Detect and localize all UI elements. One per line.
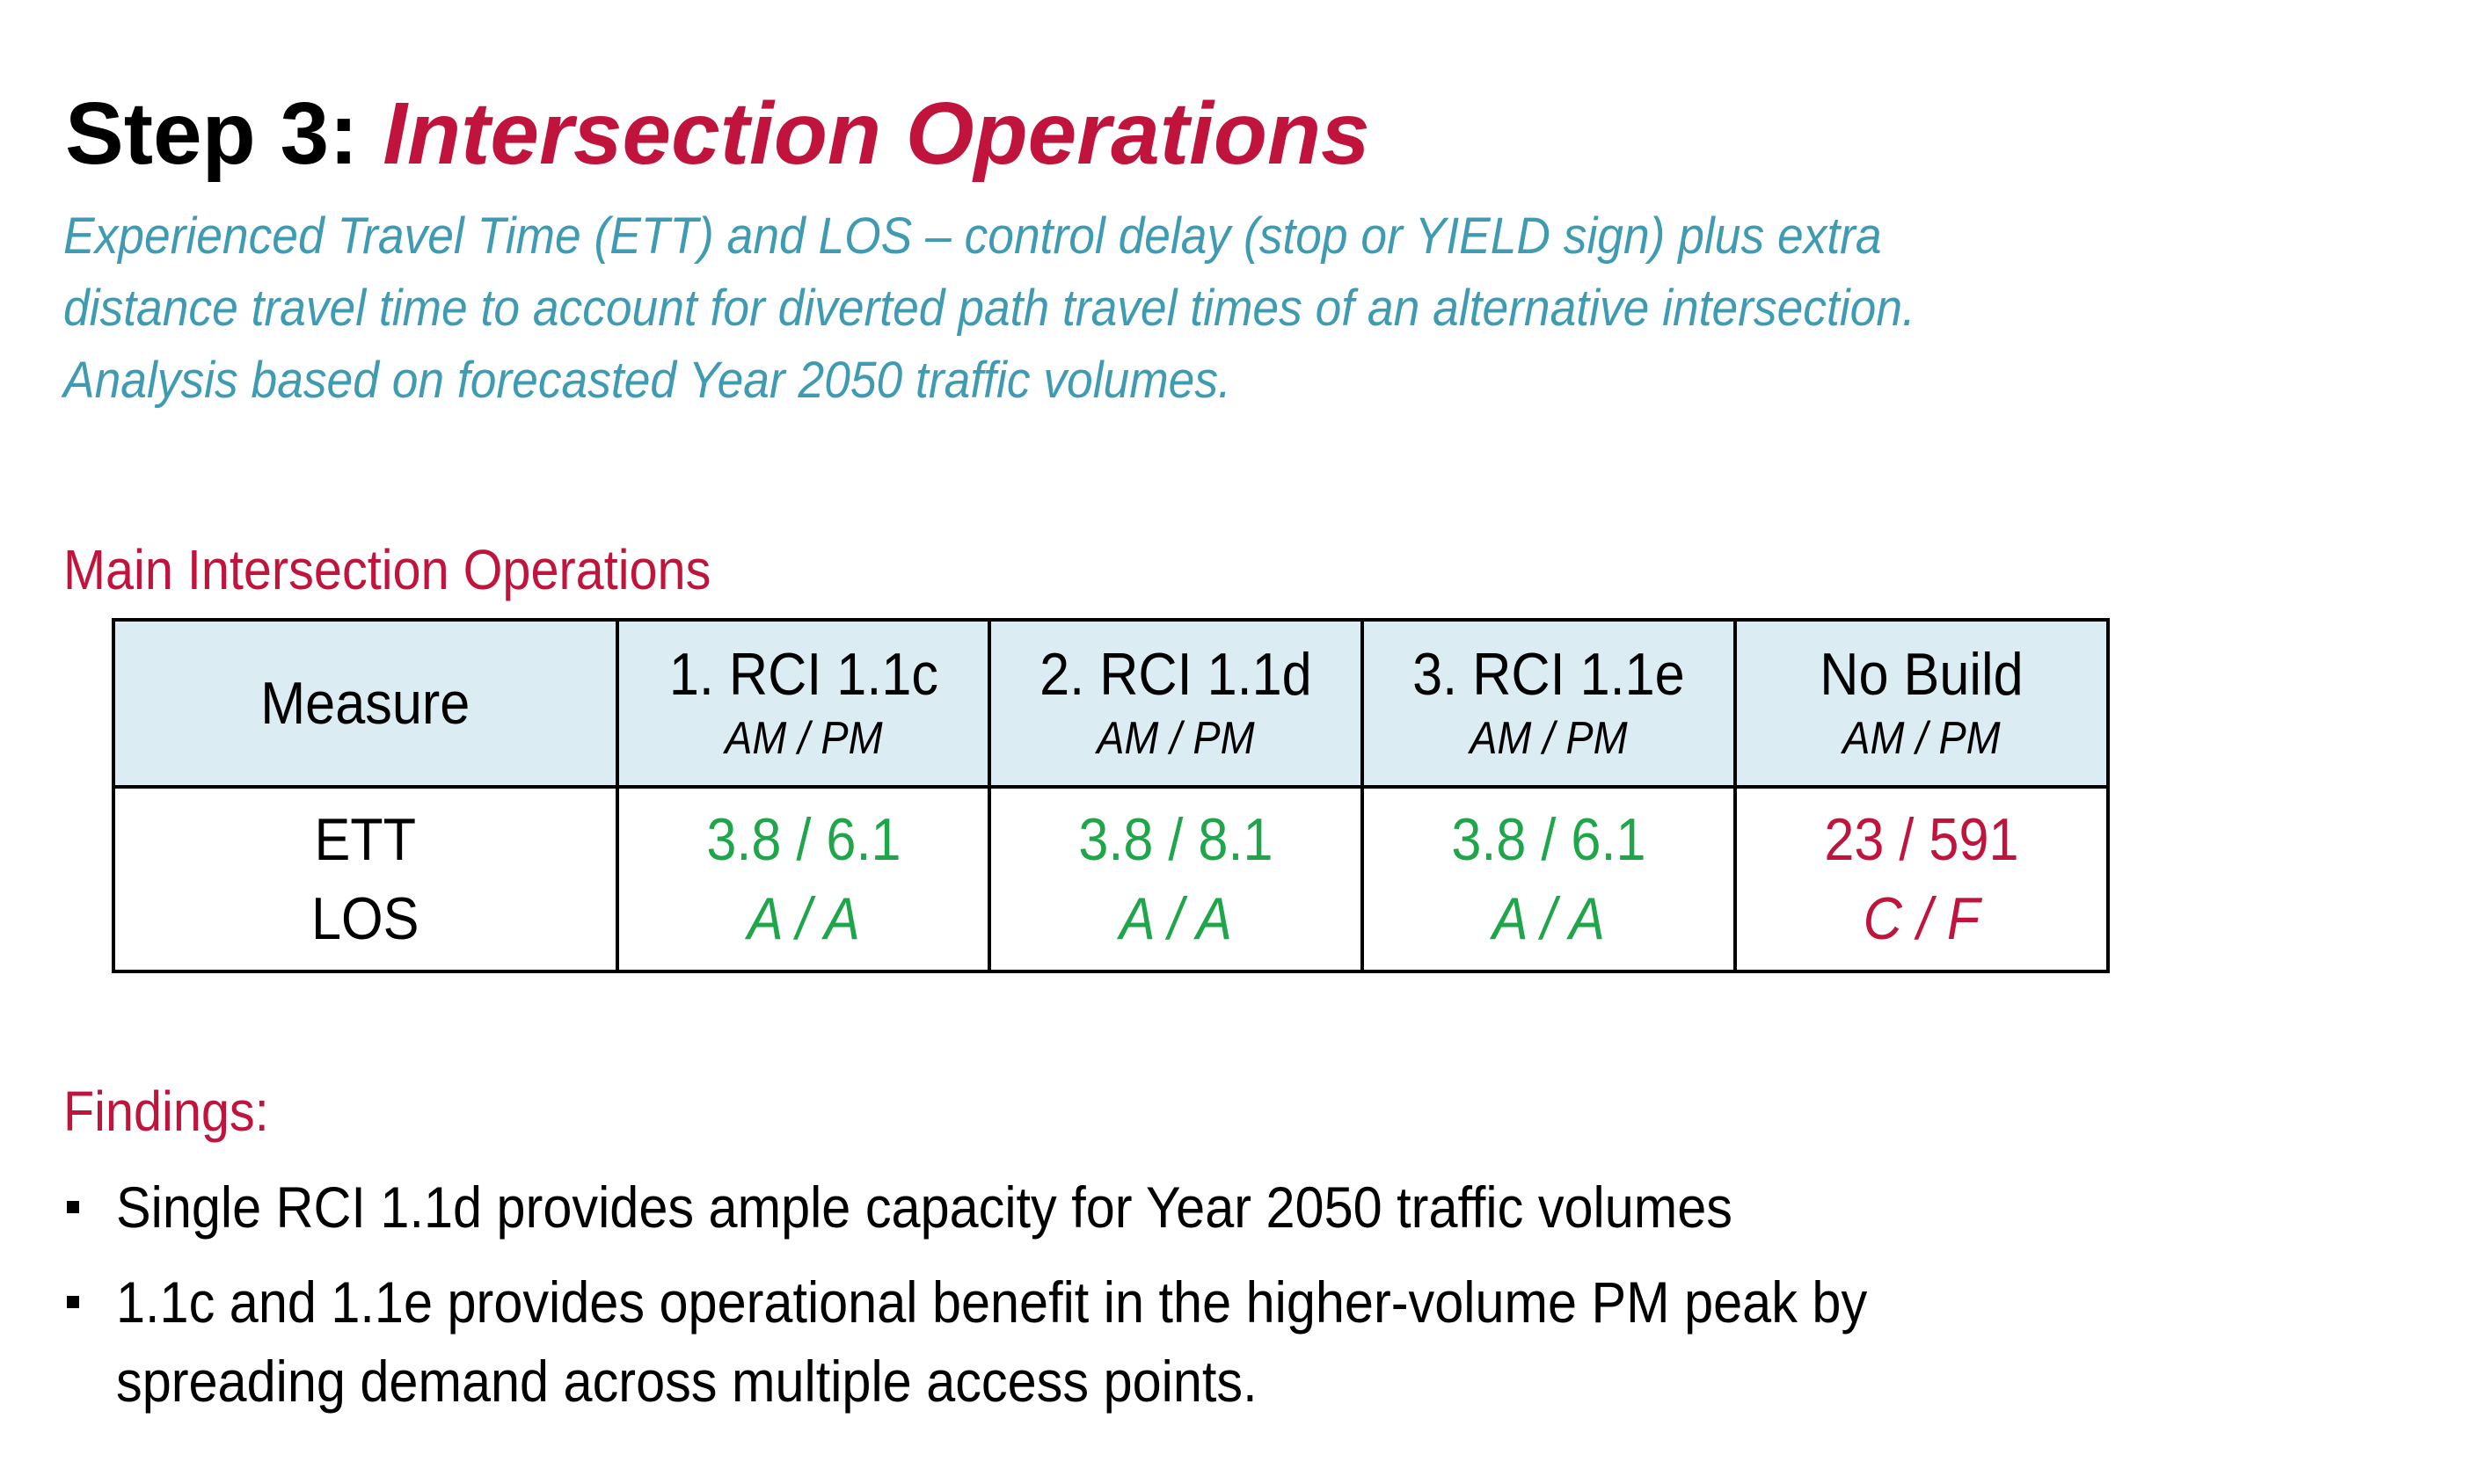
- page-title: Step 3: Intersection Operations: [65, 81, 1370, 186]
- value-cell-rci-1-1d: 3.8 / 8.1 A / A: [988, 785, 1365, 973]
- header-sublabel: AM / PM: [1470, 713, 1628, 764]
- header-rci-1-1e: 3. RCI 1.1e AM / PM: [1360, 618, 1738, 789]
- list-item: Single RCI 1.1d provides ample capacity …: [63, 1168, 2086, 1247]
- header-label: No Build: [1820, 641, 2024, 708]
- ett-value: 3.8 / 6.1: [705, 806, 901, 873]
- page-subtitle: Experienced Travel Time (ETT) and LOS – …: [63, 207, 1915, 409]
- value-cell-rci-1-1c: 3.8 / 6.1 A / A: [615, 785, 992, 973]
- header-label: 1. RCI 1.1c: [668, 641, 938, 708]
- measure-cell: ETT LOS: [112, 785, 619, 973]
- value-cell-no-build: 23 / 591 C / F: [1733, 785, 2110, 973]
- header-rci-1-1c: 1. RCI 1.1c AM / PM: [615, 618, 992, 789]
- findings-heading: Findings:: [63, 1080, 269, 1143]
- measure-los-label: LOS: [311, 885, 419, 952]
- ett-value: 23 / 591: [1824, 806, 2019, 873]
- bullet-icon: [67, 1296, 79, 1308]
- los-value: A / A: [1120, 885, 1233, 952]
- finding-text: Single RCI 1.1d provides ample capacity …: [116, 1175, 1733, 1240]
- value-cell-rci-1-1e: 3.8 / 6.1 A / A: [1360, 785, 1738, 973]
- ett-value: 3.8 / 8.1: [1078, 806, 1273, 873]
- operations-table: Measure 1. RCI 1.1c AM / PM 2. RCI 1.1d …: [112, 618, 2110, 973]
- los-value: C / F: [1863, 885, 1980, 952]
- los-value: A / A: [1492, 885, 1606, 952]
- header-measure-label: Measure: [260, 670, 470, 737]
- header-label: 3. RCI 1.1e: [1412, 641, 1685, 708]
- measure-ett-label: ETT: [314, 806, 417, 873]
- ett-value: 3.8 / 6.1: [1451, 806, 1646, 873]
- header-rci-1-1d: 2. RCI 1.1d AM / PM: [988, 618, 1365, 789]
- findings-list: Single RCI 1.1d provides ample capacity …: [63, 1168, 2086, 1437]
- table-header-row: Measure 1. RCI 1.1c AM / PM 2. RCI 1.1d …: [112, 618, 2110, 789]
- header-sublabel: AM / PM: [1097, 713, 1256, 764]
- finding-text: 1.1c and 1.1e provides operational benef…: [116, 1269, 1868, 1414]
- header-sublabel: AM / PM: [1842, 713, 2001, 764]
- section-heading: Main Intersection Operations: [63, 538, 711, 601]
- title-emphasis: Intersection Operations: [383, 84, 1370, 183]
- table-row: ETT LOS 3.8 / 6.1 A / A 3.8 / 8.1 A / A …: [112, 785, 2110, 973]
- header-no-build: No Build AM / PM: [1733, 618, 2110, 789]
- title-prefix: Step 3:: [65, 84, 383, 183]
- header-label: 2. RCI 1.1d: [1039, 641, 1313, 708]
- list-item: 1.1c and 1.1e provides operational benef…: [63, 1262, 2086, 1421]
- header-measure: Measure: [112, 618, 619, 789]
- los-value: A / A: [747, 885, 860, 952]
- bullet-icon: [67, 1201, 79, 1213]
- header-sublabel: AM / PM: [724, 713, 883, 764]
